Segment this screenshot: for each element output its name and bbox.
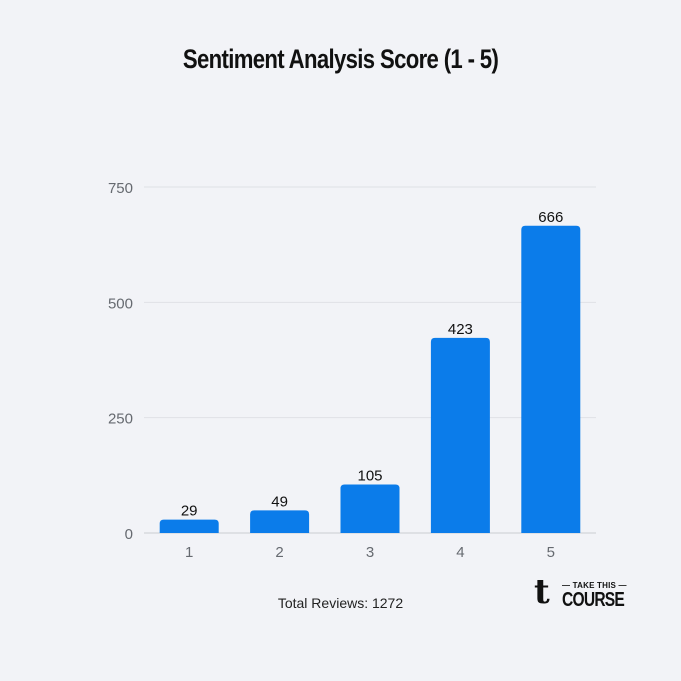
x-tick-label: 2	[275, 544, 283, 561]
data-label: 105	[357, 468, 382, 485]
x-tick-label: 4	[456, 544, 464, 561]
grid-lines	[144, 186, 596, 534]
bar-4	[430, 337, 490, 533]
data-label: 49	[271, 493, 288, 510]
y-axis-ticks: 0 250 500 750	[108, 180, 133, 543]
bar-3	[340, 484, 400, 533]
data-label: 666	[538, 209, 563, 226]
data-label: 29	[181, 503, 198, 520]
bar-1	[159, 519, 219, 533]
logo-mark: t	[534, 572, 550, 612]
x-tick-label: 3	[366, 544, 374, 561]
x-axis-ticks: 1 2 3 4 5	[185, 544, 555, 561]
y-tick-label: 0	[125, 526, 133, 543]
take-this-course-logo: t — TAKE THIS — COURSE	[534, 572, 626, 616]
bar-2	[250, 510, 310, 533]
x-tick-label: 5	[547, 544, 555, 561]
data-labels: 29 49 105 423 666	[181, 209, 563, 520]
bar-5	[521, 225, 581, 533]
logo-bottom-text: COURSE	[562, 589, 625, 611]
bars	[159, 225, 581, 533]
data-label: 423	[448, 321, 473, 338]
y-tick-label: 500	[108, 295, 133, 312]
y-tick-label: 250	[108, 411, 133, 428]
chart-title: Sentiment Analysis Score (1 - 5)	[182, 44, 499, 74]
total-reviews-text: Total Reviews: 1272	[277, 595, 404, 611]
y-tick-label: 750	[108, 180, 133, 197]
x-tick-label: 1	[185, 544, 193, 561]
logo-top-text: — TAKE THIS —	[562, 581, 627, 590]
